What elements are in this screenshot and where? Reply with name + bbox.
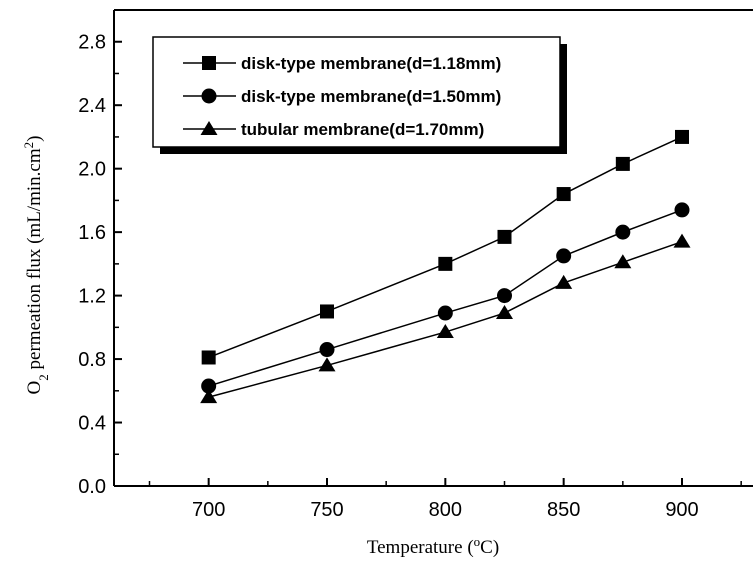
legend-label: disk-type membrane(d=1.50mm) xyxy=(241,87,501,106)
x-tick-label: 850 xyxy=(547,499,580,521)
data-point-square xyxy=(320,304,334,319)
y-tick-label: 1.6 xyxy=(78,222,106,244)
y-tick-label: 2.4 xyxy=(78,95,106,117)
data-point-triangle xyxy=(436,324,454,339)
data-point-circle xyxy=(497,288,512,304)
x-tick-label: 750 xyxy=(310,499,343,521)
series-line-2 xyxy=(208,209,683,387)
data-point-square xyxy=(497,229,512,244)
x-tick-label: 900 xyxy=(665,499,698,521)
y-tick-label: 0.0 xyxy=(78,476,106,498)
data-point-square xyxy=(438,256,453,271)
data-point-circle xyxy=(674,202,690,218)
data-point-square xyxy=(556,187,571,202)
y-tick-label: 2.8 xyxy=(78,32,106,54)
x-tick-label: 800 xyxy=(429,499,462,521)
data-point-triangle xyxy=(555,274,573,289)
legend-label: tubular membrane(d=1.70mm) xyxy=(241,120,484,139)
data-point-circle xyxy=(615,224,631,240)
y-tick-label: 2.0 xyxy=(78,159,106,181)
y-tick-label: 0.8 xyxy=(78,349,106,371)
data-point-triangle xyxy=(318,357,336,372)
legend-marker-square xyxy=(202,56,216,70)
legend-marker-triangle xyxy=(200,120,218,135)
data-point-circle xyxy=(556,248,572,264)
data-point-triangle xyxy=(200,389,218,404)
data-point-circle xyxy=(437,305,453,321)
data-point-square xyxy=(615,156,630,171)
y-axis-title: O2 permeation flux (mL/min.cm2) xyxy=(21,136,51,395)
data-point-triangle xyxy=(673,233,691,248)
legend-label: disk-type membrane(d=1.18mm) xyxy=(241,54,501,73)
data-point-square xyxy=(675,129,689,144)
data-point-circle xyxy=(319,342,335,358)
x-axis-title: Temperature (oC) xyxy=(367,534,499,559)
x-tick-label: 700 xyxy=(192,499,225,521)
data-point-square xyxy=(201,350,216,365)
y-tick-label: 1.2 xyxy=(78,286,106,308)
data-point-triangle xyxy=(614,254,632,269)
legend-marker-circle xyxy=(201,88,217,104)
y-tick-label: 0.4 xyxy=(78,413,106,435)
data-point-circle xyxy=(201,378,217,394)
data-point-triangle xyxy=(496,305,513,320)
